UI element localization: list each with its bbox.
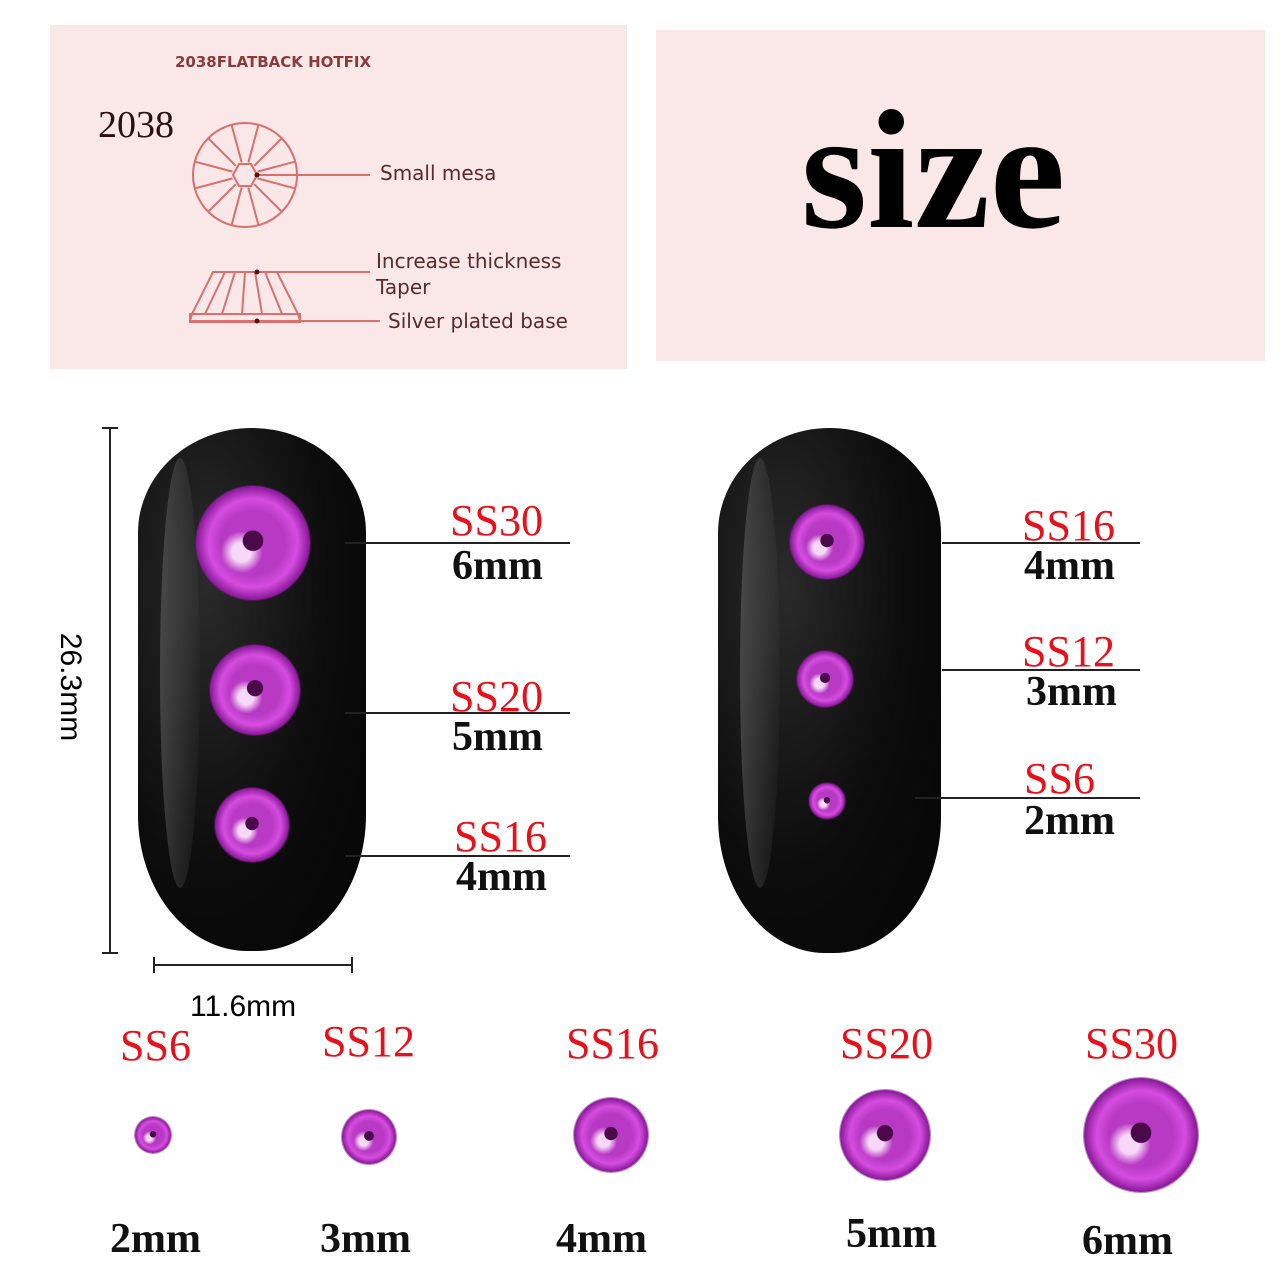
left-callout-ss: SS30	[450, 496, 543, 545]
dimension-tick	[102, 427, 118, 429]
nail-width-label: 11.6mm	[190, 990, 297, 1023]
rhinestone-ss16	[790, 505, 864, 579]
facet-line	[230, 187, 243, 226]
height-dimension-line	[109, 428, 111, 953]
size-row-mm: 2mm	[110, 1216, 201, 1262]
facet-line	[230, 124, 243, 163]
facet-line	[253, 183, 283, 213]
diagram-heading: 2038FLATBACK HOTFIX	[175, 53, 372, 71]
left-callout-ss: SS20	[450, 672, 543, 721]
rhinestone-ss20	[840, 1090, 930, 1180]
callout-line	[345, 712, 570, 714]
title-panel: size	[656, 30, 1265, 361]
callout-line	[345, 542, 570, 544]
left-callout-mm: 4mm	[456, 854, 547, 900]
size-row-ss: SS12	[322, 1017, 415, 1066]
nail-shine	[160, 458, 200, 888]
facet-line	[257, 160, 296, 173]
callout-line	[915, 797, 1140, 799]
label-taper: Taper	[376, 275, 431, 299]
size-row-ss: SS16	[566, 1019, 659, 1068]
rhinestone-ss12	[797, 651, 853, 707]
rhinestone-ss12	[342, 1110, 396, 1164]
rhinestone-ss16	[574, 1098, 648, 1172]
dimension-tick	[351, 957, 353, 973]
rhinestone-ss30	[196, 486, 310, 600]
facet-line	[207, 137, 237, 167]
rhinestone-diagram-panel: 2038FLATBACK HOTFIX 2038 Small mesa Incr…	[50, 25, 627, 369]
right-callout-ss: SS12	[1022, 627, 1115, 676]
size-row-mm: 4mm	[556, 1216, 647, 1262]
rhinestone-ss16	[215, 788, 289, 862]
width-dimension-line	[153, 964, 353, 966]
size-row-mm: 6mm	[1082, 1218, 1173, 1264]
label-increase-thickness: Increase thickness	[376, 249, 562, 273]
dimension-tick	[153, 957, 155, 973]
callout-line	[942, 542, 1140, 544]
facet-line	[253, 137, 283, 167]
nail-height-label: 26.3mm	[54, 632, 87, 742]
nail-shine	[740, 458, 780, 888]
dimension-tick	[102, 952, 118, 954]
facet-line	[207, 183, 237, 213]
size-row-ss: SS30	[1085, 1019, 1178, 1068]
facet-line	[247, 124, 260, 163]
model-number: 2038	[98, 104, 174, 146]
right-callout-mm: 3mm	[1026, 669, 1117, 715]
size-row-ss: SS20	[840, 1019, 933, 1068]
facet-line	[247, 187, 260, 226]
callout-line	[345, 855, 570, 857]
facet-line	[194, 160, 233, 173]
size-title: size	[801, 76, 1066, 264]
size-row-mm: 3mm	[320, 1216, 411, 1262]
facet-line	[194, 177, 233, 190]
right-callout-mm: 2mm	[1024, 798, 1115, 844]
right-callout-ss: SS16	[1022, 501, 1115, 550]
left-callout-mm: 5mm	[452, 714, 543, 760]
rhinestone-ss30	[1084, 1078, 1198, 1192]
right-callout-mm: 4mm	[1024, 543, 1115, 589]
left-callout-mm: 6mm	[452, 543, 543, 589]
rhinestone-ss6	[135, 1117, 171, 1153]
rhinestone-ss6	[809, 783, 845, 819]
label-silver-plated-base: Silver plated base	[388, 309, 568, 333]
right-callout-ss: SS6	[1024, 754, 1095, 803]
callout-line	[942, 669, 1140, 671]
rhinestone-ss20	[210, 645, 300, 735]
rhinestone-diagram-icon	[188, 122, 380, 324]
label-small-mesa: Small mesa	[380, 161, 497, 185]
left-callout-ss: SS16	[454, 812, 547, 861]
size-row-mm: 5mm	[846, 1211, 937, 1257]
size-row-ss: SS6	[120, 1021, 191, 1070]
facet-line	[257, 177, 296, 190]
